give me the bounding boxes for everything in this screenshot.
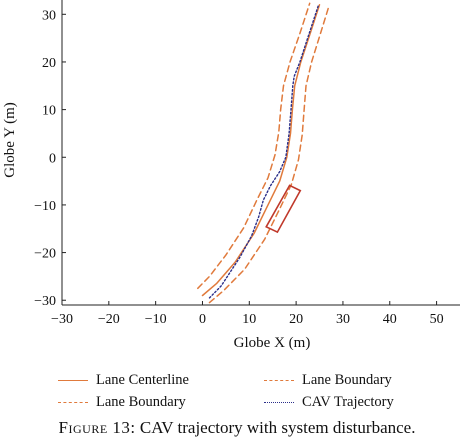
chart-background [0, 0, 474, 364]
y-tick-label: 10 [42, 104, 56, 119]
legend-item-centerline: Lane Centerline [58, 372, 189, 389]
x-tick-label: 50 [430, 312, 444, 327]
y-axis-label: Globe Y (m) [2, 102, 18, 178]
chart-area: −30 −20 −10 0 10 20 30 40 50 −30 −20 −10 0 10 20 30 Glo… [0, 0, 474, 364]
y-tick-label: 0 [49, 151, 56, 166]
x-tick-label: −20 [98, 312, 120, 327]
x-tick-label: 30 [336, 312, 350, 327]
series-centerline [201, 4, 321, 297]
figure-caption: Figure 13: CAV trajectory with system di… [0, 418, 474, 438]
legend-item-boundary-1: Lane Boundary [264, 372, 392, 389]
legend-label: Lane Boundary [302, 372, 392, 388]
caption-prefix: Figure 13: [58, 418, 136, 437]
x-tick-label: −10 [145, 312, 167, 327]
legend-label: CAV Trajectory [302, 394, 394, 410]
x-tick-label: 10 [242, 312, 256, 327]
series-cav-trajectory [208, 4, 320, 299]
axes-layer: −30 −20 −10 0 10 20 30 40 50 −30 −20 −10 0 10 20 30 [34, 0, 460, 327]
y-tick-label: 30 [42, 8, 56, 23]
legend-item-boundary-2: Lane Boundary [58, 394, 186, 411]
x-axis-label: Globe X (m) [234, 335, 311, 351]
y-tick-label: −30 [34, 294, 56, 309]
legend-item-trajectory: CAV Trajectory [264, 394, 394, 411]
x-tick-label: 0 [199, 312, 206, 327]
series-lane-boundary-1 [197, 2, 311, 290]
series-lane-boundary-2 [208, 5, 330, 304]
legend: Lane Centerline Lane Boundary Lane Bound… [0, 364, 474, 416]
x-tick-label: −30 [51, 312, 73, 327]
y-tick-label: 20 [42, 56, 56, 71]
y-tick-label: −10 [34, 199, 56, 214]
caption-text: CAV trajectory with system disturbance. [139, 418, 416, 437]
plot-layer [197, 2, 330, 304]
legend-label: Lane Centerline [96, 372, 189, 388]
legend-swatch-solid [58, 380, 88, 381]
vehicle-box [265, 184, 302, 234]
y-tick-label: −20 [34, 247, 56, 262]
legend-swatch-dotted [264, 402, 294, 403]
legend-swatch-dashed [58, 402, 88, 403]
legend-swatch-dashed [264, 380, 294, 381]
x-tick-label: 20 [289, 312, 303, 327]
legend-label: Lane Boundary [96, 394, 186, 410]
x-tick-label: 40 [383, 312, 397, 327]
